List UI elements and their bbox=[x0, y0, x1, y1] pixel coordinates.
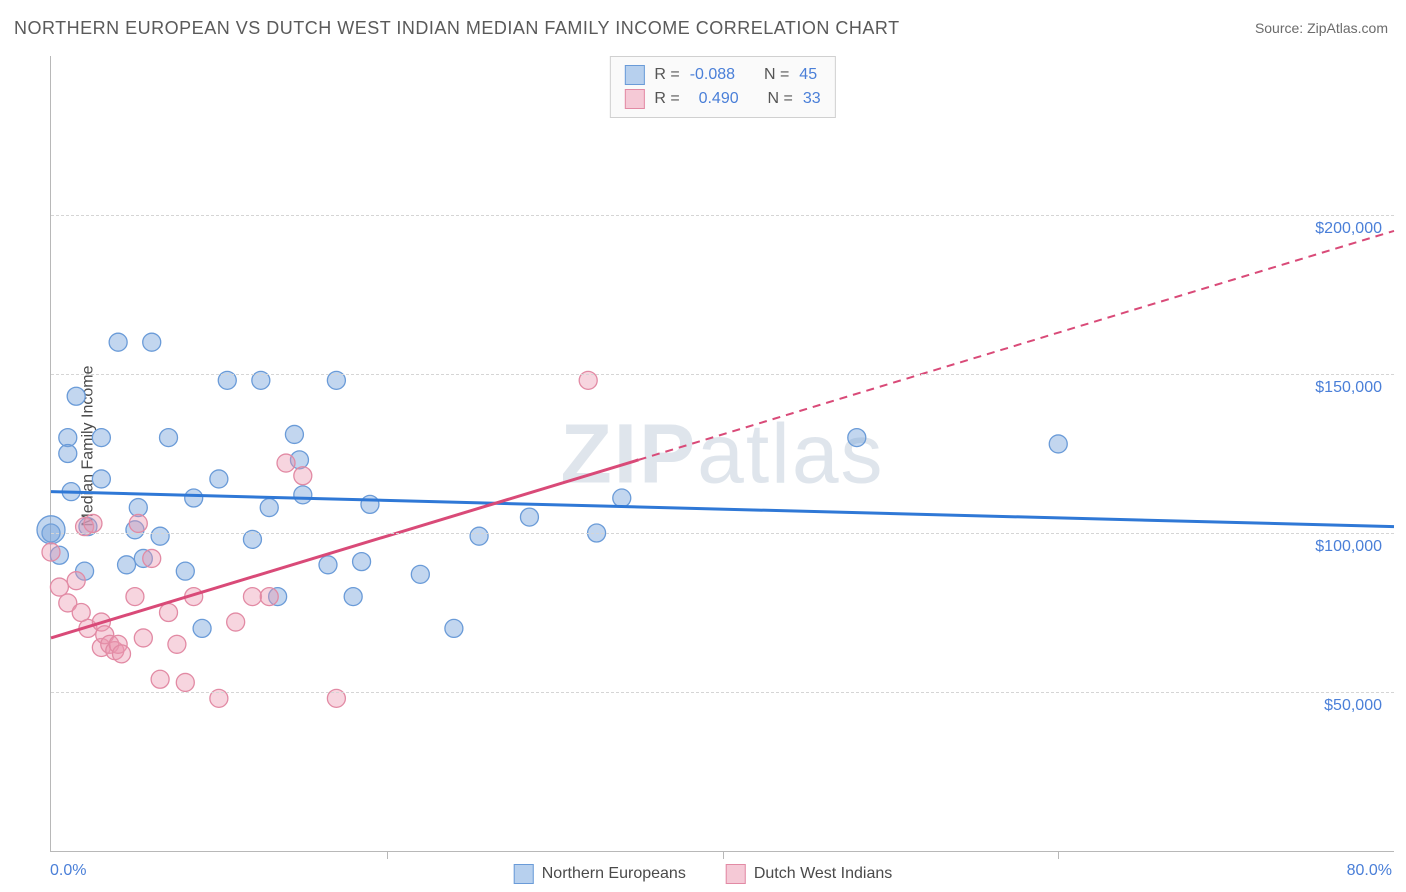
y-tick-label: $200,000 bbox=[1315, 220, 1382, 238]
x-tick bbox=[1058, 851, 1059, 859]
scatter-point bbox=[92, 470, 110, 488]
scatter-point bbox=[168, 635, 186, 653]
scatter-point bbox=[37, 516, 65, 544]
scatter-point bbox=[411, 565, 429, 583]
scatter-point bbox=[210, 470, 228, 488]
scatter-point bbox=[84, 514, 102, 532]
scatter-point bbox=[193, 619, 211, 637]
source-label: Source: bbox=[1255, 20, 1303, 36]
legend-item-swatch-0 bbox=[514, 864, 534, 884]
scatter-point bbox=[151, 670, 169, 688]
scatter-point bbox=[1049, 435, 1067, 453]
scatter-point bbox=[143, 549, 161, 567]
trend-line bbox=[51, 460, 639, 638]
scatter-point bbox=[277, 454, 295, 472]
legend-item-label-0: Northern Europeans bbox=[542, 865, 686, 883]
scatter-point bbox=[92, 429, 110, 447]
scatter-point bbox=[470, 527, 488, 545]
scatter-point bbox=[185, 489, 203, 507]
scatter-point bbox=[353, 553, 371, 571]
y-tick-label: $150,000 bbox=[1315, 379, 1382, 397]
series-legend: Northern Europeans Dutch West Indians bbox=[514, 864, 893, 884]
scatter-point bbox=[294, 486, 312, 504]
scatter-point bbox=[848, 429, 866, 447]
scatter-point bbox=[361, 495, 379, 513]
scatter-point bbox=[243, 588, 261, 606]
gridline bbox=[51, 533, 1394, 534]
legend-item-1: Dutch West Indians bbox=[726, 864, 892, 884]
x-tick-min: 0.0% bbox=[50, 862, 86, 880]
scatter-point bbox=[143, 333, 161, 351]
scatter-point bbox=[260, 499, 278, 517]
scatter-point bbox=[344, 588, 362, 606]
scatter-point bbox=[176, 562, 194, 580]
gridline bbox=[51, 215, 1394, 216]
scatter-point bbox=[59, 445, 77, 463]
scatter-point bbox=[445, 619, 463, 637]
scatter-point bbox=[227, 613, 245, 631]
scatter-point bbox=[151, 527, 169, 545]
gridline bbox=[51, 374, 1394, 375]
scatter-point bbox=[134, 629, 152, 647]
y-tick-label: $100,000 bbox=[1315, 538, 1382, 556]
scatter-point bbox=[613, 489, 631, 507]
trend-line bbox=[51, 492, 1394, 527]
y-tick-label: $50,000 bbox=[1324, 697, 1382, 715]
scatter-point bbox=[294, 467, 312, 485]
scatter-point bbox=[113, 645, 131, 663]
scatter-point bbox=[520, 508, 538, 526]
scatter-point bbox=[285, 425, 303, 443]
x-tick bbox=[387, 851, 388, 859]
scatter-plot-svg bbox=[51, 56, 1394, 851]
x-tick-max: 80.0% bbox=[1347, 862, 1392, 880]
legend-item-swatch-1 bbox=[726, 864, 746, 884]
scatter-point bbox=[109, 333, 127, 351]
scatter-point bbox=[160, 429, 178, 447]
trend-line-extrapolated bbox=[639, 231, 1394, 460]
source-attribution: Source: ZipAtlas.com bbox=[1255, 20, 1388, 36]
scatter-point bbox=[160, 604, 178, 622]
scatter-point bbox=[42, 543, 60, 561]
x-tick bbox=[723, 851, 724, 859]
scatter-point bbox=[50, 578, 68, 596]
chart-plot-area: ZIPatlas R = -0.088 N = 45 R = 0.490 N =… bbox=[50, 56, 1394, 852]
scatter-point bbox=[319, 556, 337, 574]
scatter-point bbox=[118, 556, 136, 574]
scatter-point bbox=[176, 673, 194, 691]
legend-item-0: Northern Europeans bbox=[514, 864, 686, 884]
scatter-point bbox=[67, 572, 85, 590]
scatter-point bbox=[129, 514, 147, 532]
scatter-point bbox=[260, 588, 278, 606]
gridline bbox=[51, 692, 1394, 693]
legend-item-label-1: Dutch West Indians bbox=[754, 865, 892, 883]
source-value: ZipAtlas.com bbox=[1307, 20, 1388, 36]
chart-title: NORTHERN EUROPEAN VS DUTCH WEST INDIAN M… bbox=[14, 18, 900, 39]
scatter-point bbox=[67, 387, 85, 405]
scatter-point bbox=[126, 588, 144, 606]
